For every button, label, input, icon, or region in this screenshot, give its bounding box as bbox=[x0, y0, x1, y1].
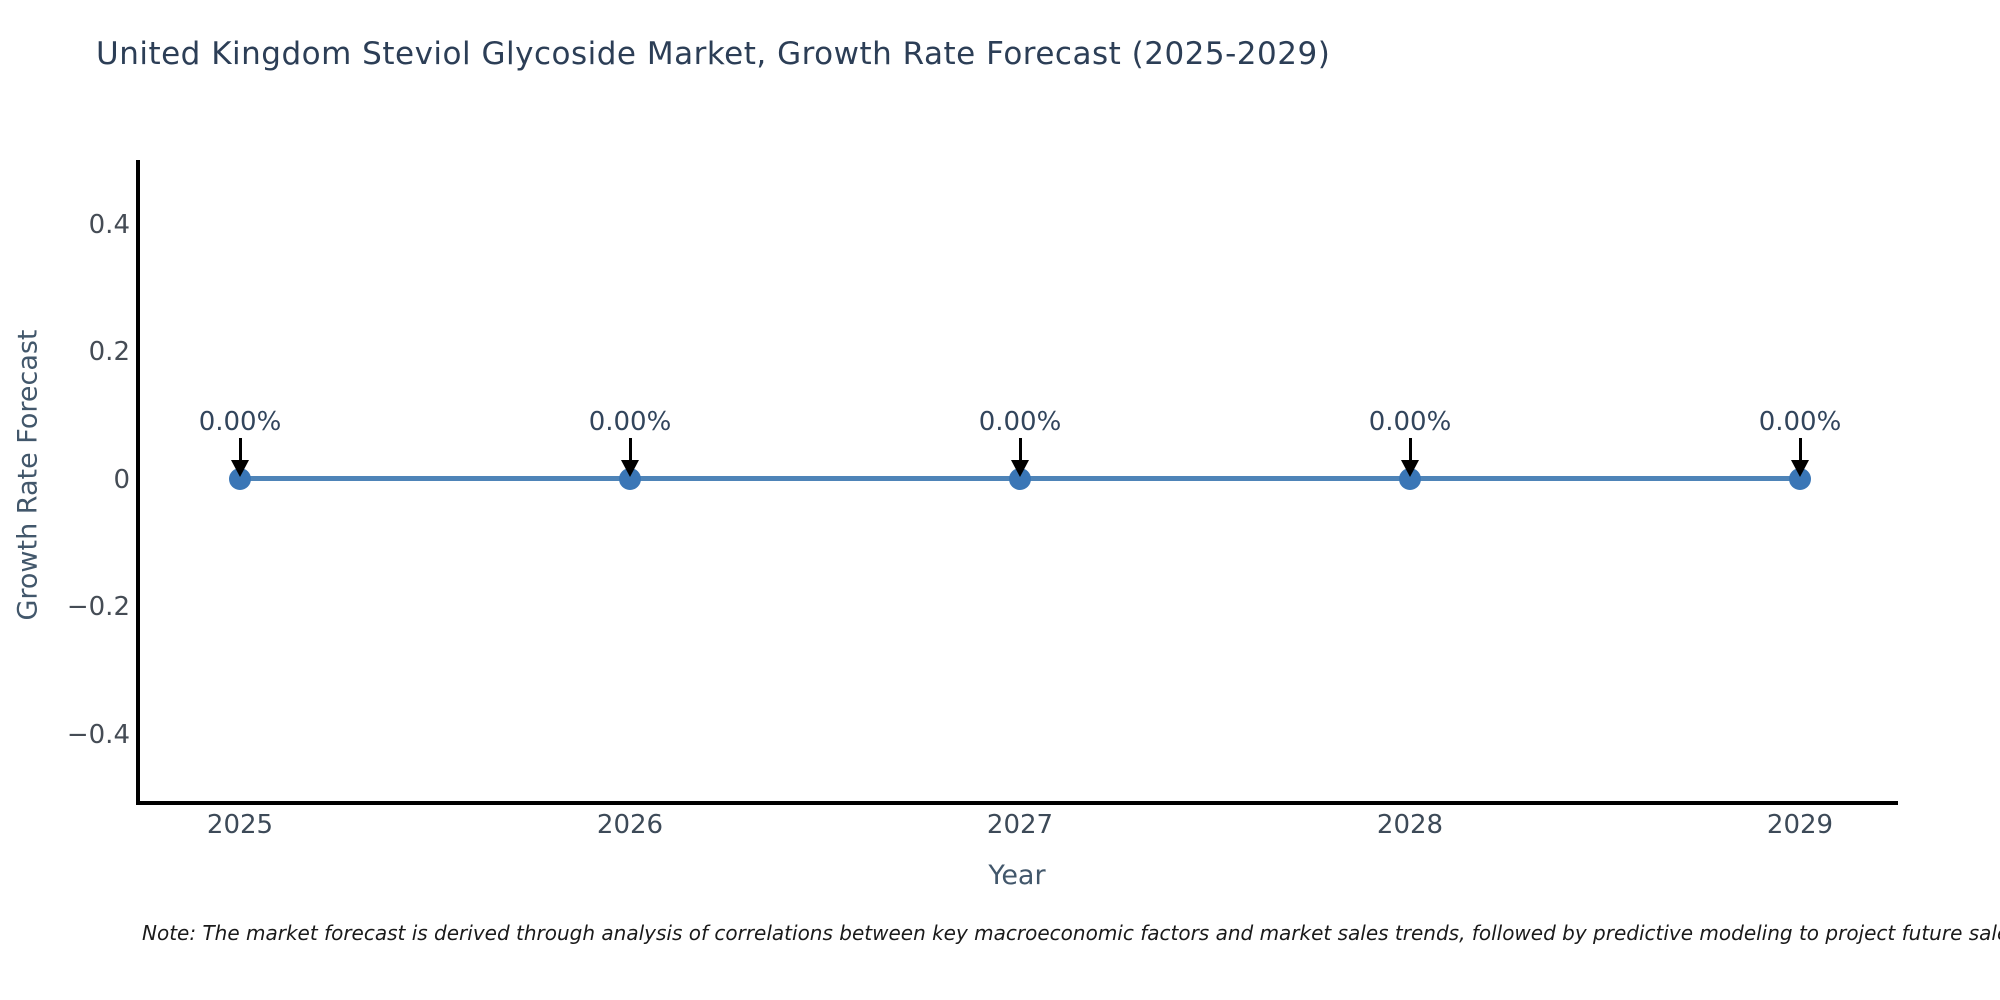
x-tick-label: 2026 bbox=[596, 810, 664, 840]
arrow-stem bbox=[1018, 438, 1022, 462]
arrow-head bbox=[1791, 460, 1809, 477]
arrow-head bbox=[1011, 460, 1029, 477]
arrow-head bbox=[621, 460, 639, 477]
y-tick-label: 0.2 bbox=[88, 337, 130, 367]
arrow-stem bbox=[1798, 438, 1802, 462]
y-tick-label: −0.4 bbox=[66, 720, 130, 750]
chart-title: United Kingdom Steviol Glycoside Market,… bbox=[96, 36, 1331, 72]
x-tick-label: 2029 bbox=[1766, 810, 1834, 840]
annotation-label: 0.00% bbox=[1758, 407, 1842, 437]
arrow-head bbox=[231, 460, 249, 477]
y-axis-line bbox=[136, 160, 140, 805]
x-tick-label: 2027 bbox=[986, 810, 1054, 840]
annotation-label: 0.00% bbox=[588, 407, 672, 437]
y-tick-label: −0.2 bbox=[66, 592, 130, 622]
arrow-stem bbox=[628, 438, 632, 462]
arrow-stem bbox=[238, 438, 242, 462]
arrow-stem bbox=[1408, 438, 1412, 462]
annotation-label: 0.00% bbox=[198, 407, 282, 437]
x-axis-title: Year bbox=[988, 860, 1046, 891]
x-axis-line bbox=[136, 801, 1898, 805]
annotation-label: 0.00% bbox=[1368, 407, 1452, 437]
y-tick-label: 0 bbox=[113, 465, 130, 495]
annotation-label: 0.00% bbox=[978, 407, 1062, 437]
arrow-head bbox=[1401, 460, 1419, 477]
x-tick-label: 2028 bbox=[1376, 810, 1444, 840]
y-tick-label: 0.4 bbox=[88, 210, 130, 240]
footnote: Note: The market forecast is derived thr… bbox=[142, 921, 2000, 945]
x-tick-label: 2025 bbox=[206, 810, 274, 840]
